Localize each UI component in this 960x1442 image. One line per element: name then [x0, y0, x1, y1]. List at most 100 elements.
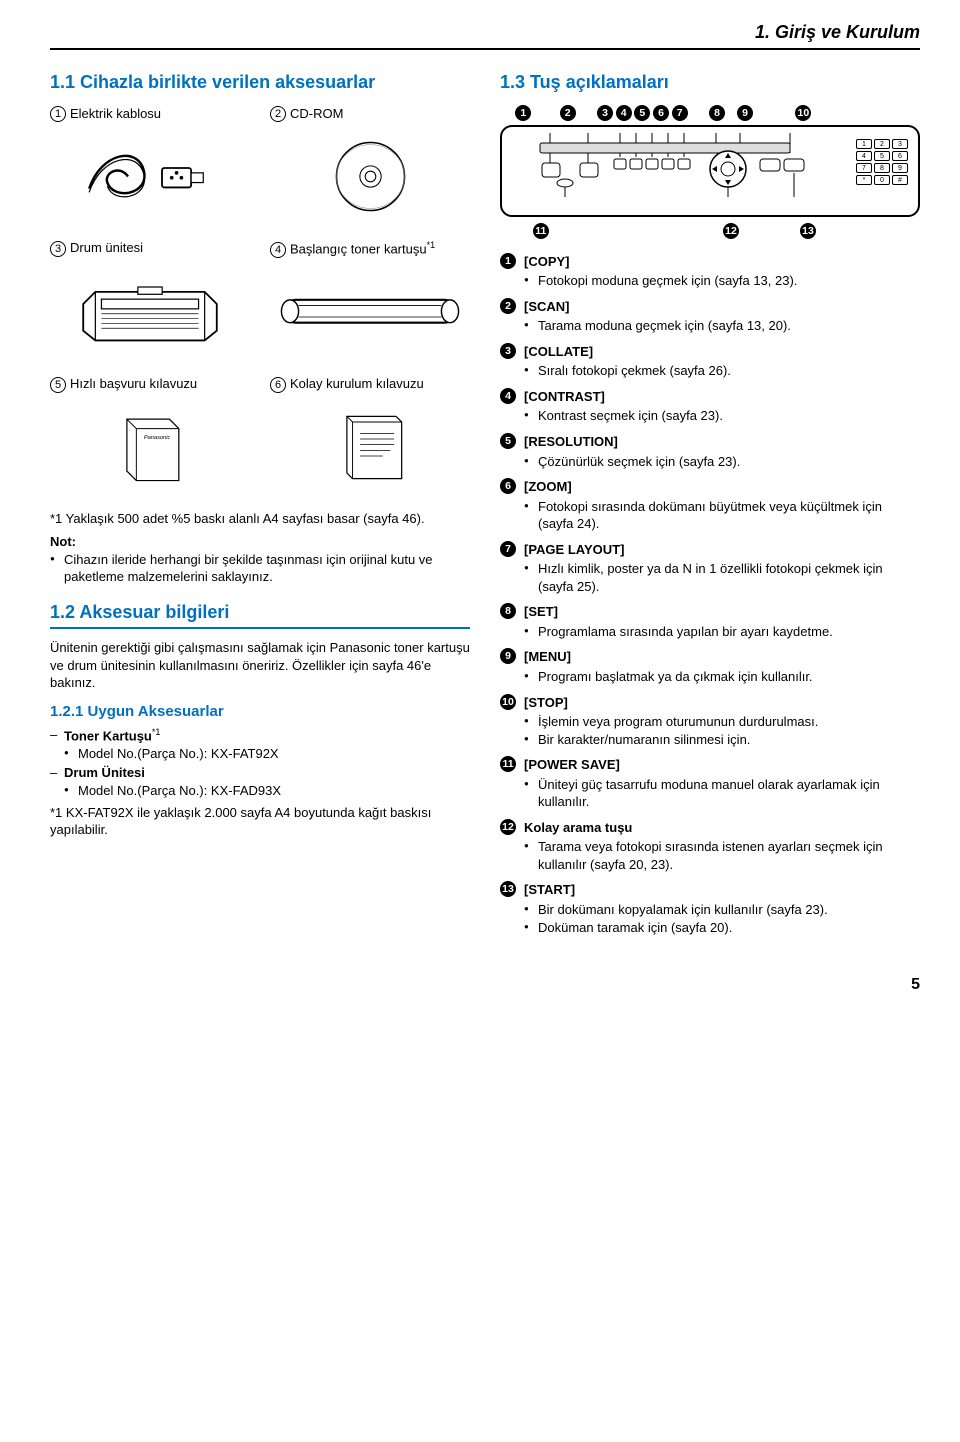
key-number: 10	[500, 694, 516, 710]
right-column: 1.3 Tuş açıklamaları 12345678910	[500, 70, 920, 944]
key-number: 1	[500, 253, 516, 269]
item-number: 4	[270, 242, 286, 258]
item-number: 5	[50, 377, 66, 393]
key-item-5: 5 [RESOLUTION]Çözünürlük seçmek için (sa…	[500, 433, 920, 470]
key-name: [SET]	[524, 604, 558, 619]
control-panel-diagram: 12345678910	[500, 105, 920, 241]
key-desc-line: Programı başlatmak ya da çıkmak için kul…	[524, 668, 920, 686]
key-name: [STOP]	[524, 695, 568, 710]
callout-5: 5	[634, 105, 650, 121]
key-number: 7	[500, 541, 516, 557]
section-1-2-text: Ünitenin gerektiği gibi çalışmasını sağl…	[50, 639, 470, 692]
key-item-9: 9 [MENU] Programı başlatmak ya da çıkmak …	[500, 648, 920, 685]
item-label: Drum ünitesi	[70, 240, 143, 255]
left-column: 1.1 Cihazla birlikte verilen aksesuarlar…	[50, 70, 470, 944]
key-number: 13	[500, 881, 516, 897]
key-desc-line: Üniteyi güç tasarrufu moduna manuel olar…	[524, 776, 920, 811]
key-desc-line: Çözünürlük seçmek için (sayfa 23).	[524, 453, 920, 471]
key-name: [POWER SAVE]	[524, 757, 620, 772]
key-number: 12	[500, 819, 516, 835]
item-label: Hızlı başvuru kılavuzu	[70, 376, 197, 391]
accessory-item-2: 2 CD-ROM	[270, 105, 470, 123]
key-desc-line: Programlama sırasında yapılan bir ayarı …	[524, 623, 920, 641]
item-label: CD-ROM	[290, 106, 343, 121]
accessory-item-3: 3 Drum ünitesi	[50, 239, 250, 258]
key-name: [MENU]	[524, 649, 571, 664]
keypad-key: 1	[856, 139, 872, 149]
section-1-1-title: 1.1 Cihazla birlikte verilen aksesuarlar	[50, 70, 470, 94]
key-desc-line: Kontrast seçmek için (sayfa 23).	[524, 407, 920, 425]
key-desc-line: Tarama veya fotokopi sırasında istenen a…	[524, 838, 920, 873]
callout-2: 2	[560, 105, 576, 121]
drum-label: Drum Ünitesi	[64, 765, 145, 780]
toner-label: Toner Kartuşu	[64, 728, 152, 743]
key-descriptions-list: 1 [COPY] Fotokopi moduna geçmek için (say…	[500, 253, 920, 937]
item-number: 3	[50, 241, 66, 257]
key-item-11: 11 [POWER SAVE] Üniteyi güç tasarrufu mod…	[500, 756, 920, 811]
item-number: 6	[270, 377, 286, 393]
key-item-8: 8 [SET] Programlama sırasında yapılan bir…	[500, 603, 920, 640]
key-item-7: 7 [PAGE LAYOUT] Hızlı kimlik, poster ya d…	[500, 541, 920, 596]
accessory-item-5: 5 Hızlı başvuru kılavuzu	[50, 375, 250, 393]
key-item-10: 10 [STOP] İşlemin veya program oturumunun…	[500, 694, 920, 749]
key-name: [START]	[524, 882, 575, 897]
key-name: [PAGE LAYOUT]	[524, 542, 624, 557]
keypad-key: 2	[874, 139, 890, 149]
key-desc-line: Sıralı fotokopi çekmek (sayfa 26).	[524, 362, 920, 380]
key-desc-line: Fotokopi moduna geçmek için (sayfa 13, 2…	[524, 272, 920, 290]
section-1-2-1-title: 1.2.1 Uygun Aksesuarlar	[50, 702, 470, 722]
keypad-key: 8	[874, 163, 890, 173]
item-label: Kolay kurulum kılavuzu	[290, 376, 424, 391]
key-item-3: 3 [COLLATE]Sıralı fotokopi çekmek (sayfa…	[500, 343, 920, 380]
keypad-key: 5	[874, 151, 890, 161]
key-number: 8	[500, 603, 516, 619]
key-desc-line: Fotokopi sırasında dokümanı büyütmek vey…	[524, 498, 920, 533]
footnote-1: *1 Yaklaşık 500 adet %5 baskı alanlı A4 …	[50, 510, 470, 528]
key-number: 6	[500, 478, 516, 494]
callout-8: 8	[709, 105, 725, 121]
key-name: Kolay arama tuşu	[524, 820, 632, 835]
callout-10: 10	[795, 105, 811, 121]
install-guide-illustration	[270, 405, 470, 490]
section-1-2-title: 1.2 Aksesuar bilgileri	[50, 600, 470, 629]
key-desc-line: İşlemin veya program oturumunun durdurul…	[524, 713, 920, 731]
key-desc-line: Bir karakter/numaranın silinmesi için.	[524, 731, 920, 749]
key-name: [COPY]	[524, 254, 570, 269]
key-item-13: 13 [START] Bir dokümanı kopyalamak için k…	[500, 881, 920, 936]
item-number: 2	[270, 106, 286, 122]
accessory-item-1: 1 Elektrik kablosu	[50, 105, 250, 123]
callout-11: 11	[533, 223, 549, 239]
callout-3: 3	[597, 105, 613, 121]
note-bullet: Cihazın ileride herhangi bir şekilde taş…	[50, 551, 470, 586]
key-number: 11	[500, 756, 516, 772]
callout-12: 12	[723, 223, 739, 239]
keypad-key: 4	[856, 151, 872, 161]
note-label: Not:	[50, 533, 470, 551]
keypad-key: *	[856, 175, 872, 185]
item-number: 1	[50, 106, 66, 122]
key-number: 4	[500, 388, 516, 404]
page-number: 5	[50, 974, 920, 996]
item-label: Elektrik kablosu	[70, 106, 161, 121]
key-name: [RESOLUTION]	[524, 434, 618, 449]
key-name: [ZOOM]	[524, 479, 572, 494]
key-number: 9	[500, 648, 516, 664]
power-cable-illustration	[50, 134, 250, 219]
footnote-ref: *1	[427, 240, 436, 250]
key-name: [SCAN]	[524, 299, 570, 314]
accessory-item-4: 4Başlangıç toner kartuşu*1	[270, 239, 470, 258]
key-item-6: 6 [ZOOM] Fotokopi sırasında dokümanı büyü…	[500, 478, 920, 533]
callout-7: 7	[672, 105, 688, 121]
keypad-key: 9	[892, 163, 908, 173]
key-desc-line: Doküman taramak için (sayfa 20).	[524, 919, 920, 937]
drum-unit-illustration	[50, 270, 250, 355]
callout-9: 9	[737, 105, 753, 121]
callout-13: 13	[800, 223, 816, 239]
chapter-header: 1. Giriş ve Kurulum	[50, 20, 920, 50]
key-desc-line: Bir dokümanı kopyalamak için kullanılır …	[524, 901, 920, 919]
key-desc-line: Tarama moduna geçmek için (sayfa 13, 20)…	[524, 317, 920, 335]
keypad: 123456789*0#	[856, 139, 908, 185]
key-desc-line: Hızlı kimlik, poster ya da N in 1 özelli…	[524, 560, 920, 595]
cdrom-illustration	[270, 134, 470, 219]
toner-model: Model No.(Parça No.): KX-FAT92X	[64, 745, 470, 763]
